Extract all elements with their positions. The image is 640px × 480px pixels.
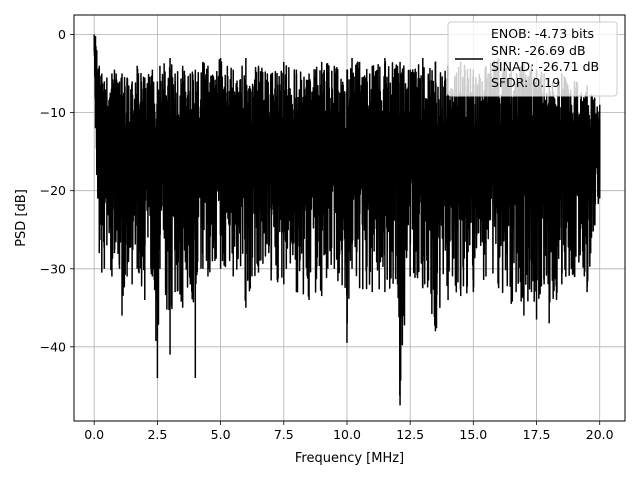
x-tick-label: 7.5 bbox=[274, 427, 294, 442]
x-tick-label: 15.0 bbox=[459, 427, 487, 442]
legend-snr: SNR: -26.69 dB bbox=[491, 43, 586, 58]
legend-sinad: SINAD: -26.71 dB bbox=[491, 59, 599, 74]
legend-enob: ENOB: -4.73 bits bbox=[491, 26, 594, 41]
y-axis-ticks: 0 −10 −20 −30 −40 bbox=[40, 27, 74, 354]
y-tick-label: 0 bbox=[58, 27, 66, 42]
legend-sfdr: SFDR: 0.19 bbox=[491, 75, 560, 90]
x-tick-label: 17.5 bbox=[523, 427, 551, 442]
y-tick-label: −20 bbox=[40, 183, 66, 198]
x-axis-ticks: 0.0 2.5 5.0 7.5 10.0 12.5 15.0 17.5 20.0 bbox=[84, 421, 614, 442]
y-axis-label: PSD [dB] bbox=[14, 189, 29, 247]
x-tick-label: 0.0 bbox=[84, 427, 104, 442]
y-tick-label: −40 bbox=[40, 339, 66, 354]
x-tick-label: 5.0 bbox=[211, 427, 231, 442]
legend-box bbox=[447, 21, 618, 97]
y-tick-label: −10 bbox=[40, 105, 66, 120]
x-tick-label: 12.5 bbox=[396, 427, 424, 442]
y-tick-label: −30 bbox=[40, 261, 66, 276]
x-axis-label: Frequency [MHz] bbox=[295, 451, 404, 466]
legend: ENOB: -4.73 bits SNR: -26.69 dB SINAD: -… bbox=[447, 21, 618, 97]
x-tick-label: 10.0 bbox=[333, 427, 361, 442]
psd-series bbox=[93, 34, 601, 406]
plot-frame bbox=[73, 14, 626, 422]
x-tick-label: 20.0 bbox=[586, 427, 614, 442]
x-tick-label: 2.5 bbox=[147, 427, 167, 442]
